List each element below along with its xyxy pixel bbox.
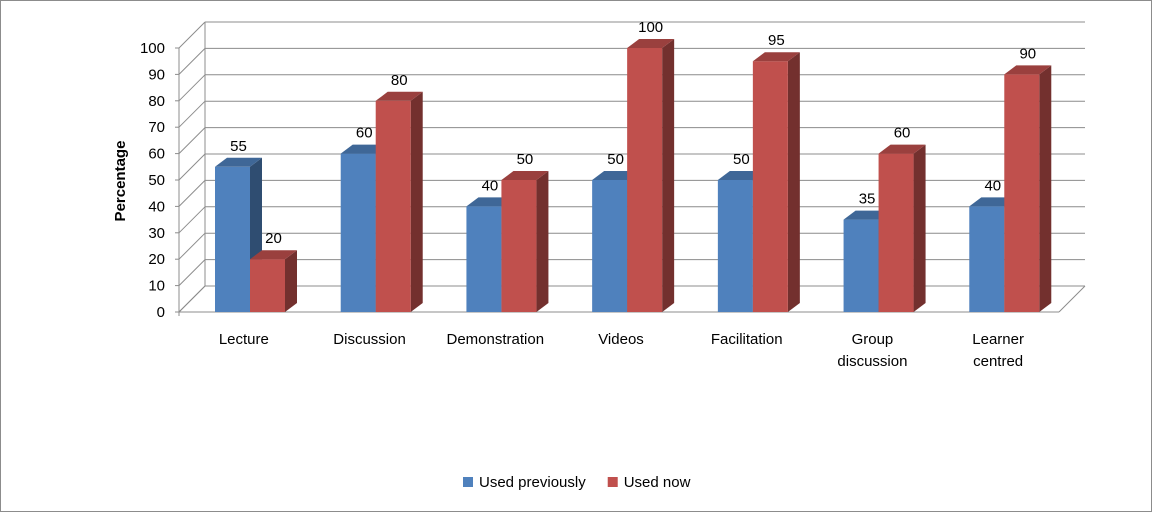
y-tick-label: 60 [148,146,165,163]
gridline-side [178,74,206,102]
data-label: 60 [894,125,911,142]
category-label: Lecture [219,331,269,348]
gridline-side [178,48,206,75]
data-label: 50 [607,151,624,168]
bar-front [752,61,788,313]
bar-top [375,91,423,101]
y-tick-label: 50 [148,172,165,189]
bar-front [215,166,250,312]
legend-label: Used previously [479,474,586,491]
y-axis-label: Percentage [112,141,129,222]
category-label: Learner [972,331,1024,348]
bar-front [250,259,285,312]
legend: Used previously Used now [463,474,691,491]
data-label: 90 [1019,45,1036,62]
bar-front [340,153,376,312]
bar-top [878,144,926,154]
bar [878,144,926,312]
data-label: 60 [356,125,373,142]
y-tick-label: 40 [148,198,165,215]
y-tick-label: 20 [148,251,165,268]
gridline-side [178,21,206,49]
bar [752,52,800,313]
bar-front [466,206,502,312]
legend-label: Used now [624,474,691,491]
bar-front [878,153,914,312]
data-label: 55 [230,138,247,155]
bar-front [375,100,411,312]
data-label: 50 [733,151,750,168]
bar-front [501,180,537,312]
bar-side [913,144,926,312]
bar-front [1004,74,1040,313]
bar-top [501,171,549,180]
y-tick-label: 70 [148,119,165,136]
bar-top [1004,65,1052,75]
bar [627,39,675,312]
gridline-side [178,259,206,286]
bar [1004,65,1052,313]
category-labels: Lecture Discussion Demonstration Videos Faci… [219,331,1024,370]
bar-top [215,157,262,167]
bar-side [536,171,549,312]
bar-top [250,250,297,260]
data-label: 80 [391,72,408,89]
bar-top [627,39,675,48]
y-tick-label: 0 [157,304,165,321]
category-label: discussion [837,353,907,370]
category-label: Group [852,331,894,348]
bar-front [592,180,628,312]
bar [250,250,297,312]
data-label: 20 [265,230,282,247]
gridline-side [178,153,206,181]
legend-swatch [463,477,473,487]
data-label: 40 [984,177,1001,194]
y-tick-label: 90 [148,66,165,83]
y-tick-label: 10 [148,278,165,295]
legend-swatch [607,477,618,487]
category-label: centred [973,353,1023,370]
bar-side [285,250,297,312]
bar-front [969,206,1005,312]
data-label: 40 [482,177,499,194]
category-label: Demonstration [447,331,545,348]
gridline-side [178,285,206,313]
bar-top [752,52,800,62]
bar-side [662,39,675,312]
bar [501,171,549,312]
bar-side [1039,65,1052,313]
y-tick-label: 100 [140,40,165,57]
bars: 55 20 60 80 40 50 50 100 50 95 35 60 40 90 [215,19,1052,313]
bar-front [627,48,663,312]
bar-front [717,180,753,312]
bar [375,91,423,312]
category-label: Videos [598,331,644,348]
data-label: 95 [768,32,785,49]
bar-side [787,52,800,312]
y-tick-label: 30 [148,225,165,242]
data-label: 50 [517,151,534,168]
bar-front [843,219,879,312]
bar-side [410,91,423,312]
gridline-side [178,206,206,234]
gridline-side [178,127,206,154]
y-tick-label: 80 [148,93,165,110]
gridline-side [178,232,206,260]
data-label: 100 [638,19,663,36]
y-axis-ticks: 0 10 20 30 40 50 60 70 80 90 100 [140,40,179,321]
category-label: Discussion [333,331,406,348]
gridline-side [178,100,206,128]
data-label: 35 [859,191,876,208]
floor-right-edge [1058,285,1086,313]
gridline-side [178,180,206,207]
category-label: Facilitation [711,331,783,348]
